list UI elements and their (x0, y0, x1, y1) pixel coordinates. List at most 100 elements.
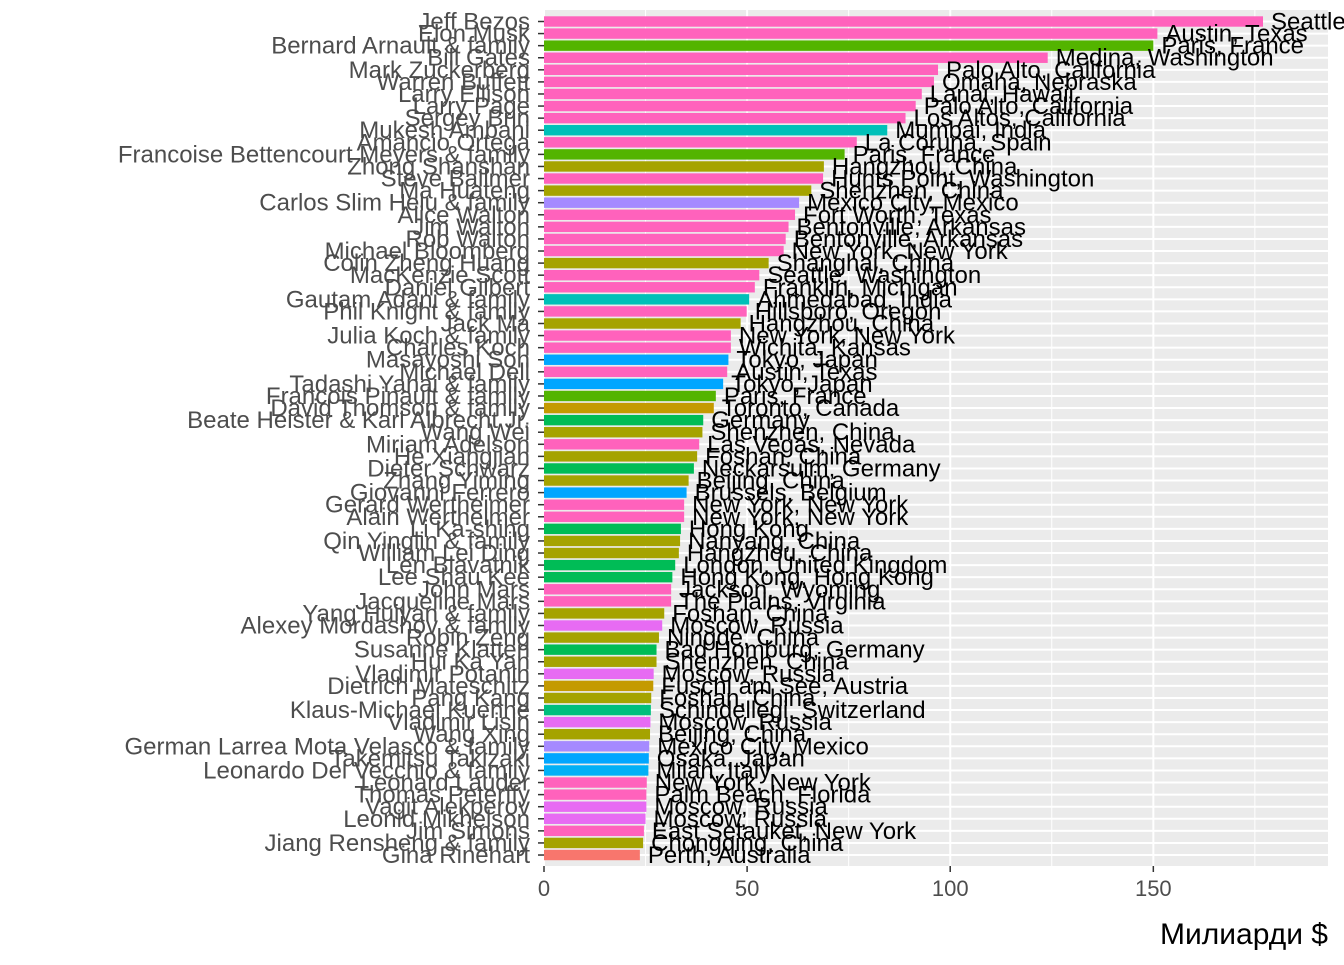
bar-data-label: Foshan, China (659, 685, 816, 712)
x-tick-label: 100 (932, 876, 969, 901)
bar-data-label: New York, New York (655, 770, 872, 797)
y-tick-label: Bill Gates (427, 45, 530, 72)
bar (544, 233, 786, 245)
bar (544, 366, 728, 378)
y-tick-label: Hui Ka Yan (411, 649, 530, 676)
bar (544, 137, 857, 148)
bar (544, 149, 845, 160)
bar (544, 185, 812, 196)
y-tick-label: German Larrea Mota Velasco & family (124, 733, 530, 760)
bar (544, 511, 685, 522)
bar-data-label: Bentonville, Arkansas (794, 226, 1023, 253)
y-tick-label: Vladimir Lisin (387, 709, 530, 736)
y-tick-label: Vagit Alekperov (365, 794, 530, 821)
bar-data-label: New York, New York (792, 238, 1009, 265)
bar (544, 330, 731, 341)
y-tick-label: Larry Ellison (398, 81, 530, 108)
y-tick-label: Daniel Gilbert (385, 274, 531, 301)
bar-data-label: Lanai, Hawaii (930, 81, 1074, 108)
bar-data-label: Shenzhen, China (819, 178, 1004, 205)
bar (544, 64, 939, 76)
bar (544, 849, 640, 861)
bar-data-label: Ningde, China (667, 625, 820, 652)
bar (544, 741, 650, 752)
x-tick-label: 150 (1135, 876, 1172, 901)
y-tick-label: Len Blavatnik (386, 552, 531, 579)
bar-data-label: Foshan, China (705, 443, 862, 470)
bar-data-label: Moscow, Russia (662, 661, 836, 688)
bar-data-label: Austin, Texas (1165, 21, 1307, 48)
bar-data-label: Schindellegi, Switzerland (659, 697, 926, 724)
bar (544, 40, 1154, 51)
x-axis: 0 50 100 150 (538, 20, 1172, 901)
y-tick-label: Warren Buffett (377, 69, 531, 96)
bar (544, 523, 681, 535)
bar-data-label: Beijing, China (658, 721, 807, 748)
y-tick-label: Sergey Brin (405, 105, 530, 132)
bar-data-label: Hong Kong (689, 516, 809, 543)
bar (544, 402, 714, 414)
bars (544, 16, 1264, 861)
bar (544, 571, 673, 583)
bar (544, 257, 769, 269)
bar-data-label: Moscow, Russia (658, 709, 832, 736)
bar (544, 451, 698, 462)
bar-data-label: Austin, Texas (735, 359, 877, 386)
y-tick-label: Rob Walton (406, 226, 531, 253)
y-tick-label: Jeff Bezos (418, 9, 530, 36)
y-tick-label: Elon Musk (418, 21, 531, 48)
y-tick-label: Jack Ma (441, 311, 531, 338)
y-tick-label: MacKenzie Scott (350, 262, 530, 289)
bar (544, 173, 824, 184)
bar-data-label: Milan, Italy (656, 757, 771, 784)
bar-data-label: Palo Alto, California (924, 93, 1134, 120)
y-tick-label: Amancio Ortega (357, 129, 531, 156)
bar (544, 28, 1158, 39)
y-tick-label: John Mars (418, 576, 530, 603)
y-tick-label: Zhang Yiming (383, 468, 530, 495)
bar-data-label: Hangzhou, China (687, 540, 873, 567)
bar (544, 499, 685, 510)
y-tick-label: Gerard Wertheimer (325, 492, 530, 519)
bar-data-label: Perth, Australia (648, 842, 811, 869)
bar (544, 269, 760, 281)
bar (544, 100, 916, 112)
bar-data-label: Medina, Washington (1056, 45, 1274, 72)
x-tick-label: 50 (735, 876, 759, 901)
y-tick-label: Li Ka-shing (410, 516, 530, 543)
y-tick-label: Michael Bloomberg (325, 238, 530, 265)
y-tick-label: Francois Pinault & family (266, 383, 530, 410)
bar-data-label: Tokyo, Japan (731, 371, 872, 398)
bar (544, 221, 789, 233)
bar-data-label: East Setauket, New York (652, 818, 917, 845)
bar-data-label: Mexico City, Mexico (657, 733, 869, 760)
bar-data-label: Tokyo, Japan (736, 347, 877, 374)
y-tick-label: Charles Koch (386, 335, 530, 362)
y-tick-label: Dieter Schwarz (367, 455, 530, 482)
y-tick-label: Lee Shau Kee (378, 564, 530, 591)
bar (544, 680, 654, 692)
bar (544, 704, 651, 716)
bar-data-label: The Plains, Virginia (679, 588, 886, 615)
bar (544, 692, 652, 704)
bar-data-label: Palo Alto, California (946, 57, 1156, 84)
bar (544, 825, 644, 837)
bar-data-label: Shenzhen, China (710, 419, 895, 446)
bar (544, 668, 654, 680)
bar (544, 390, 716, 402)
y-tick-label: Larry Page (413, 93, 530, 120)
y-tick-label: Colin Zheng Huang (323, 250, 530, 277)
y-tick-label: Julia Koch & family (327, 323, 530, 350)
y-tick-label: Wang Wei (421, 419, 530, 446)
bar (544, 656, 657, 667)
bar (544, 729, 651, 740)
bar-data-label: Omaha, Nebraska (942, 69, 1137, 96)
bar-data-label: Paris, France (853, 141, 996, 168)
bar (544, 439, 700, 450)
x-tick-label: 0 (538, 876, 550, 901)
bar (544, 559, 676, 571)
y-tick-label: Ma Huateng (399, 178, 530, 205)
